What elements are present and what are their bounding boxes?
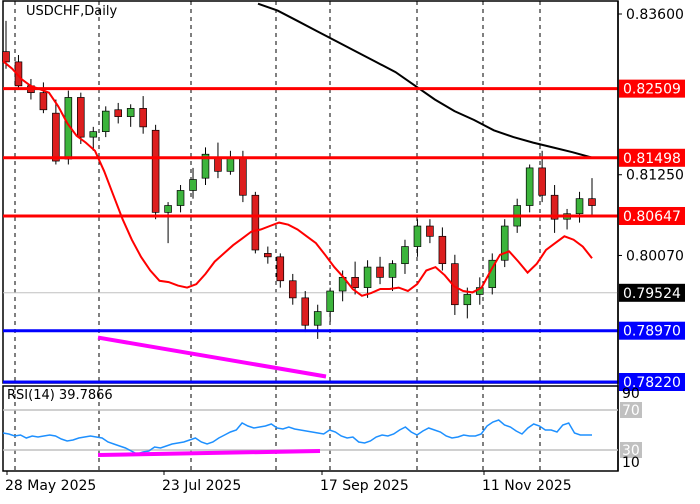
current-price-label: 0.79524	[623, 286, 681, 302]
candle	[476, 277, 484, 305]
candle	[313, 304, 322, 339]
resistance-price-label-bg	[619, 79, 685, 98]
candle	[89, 126, 98, 151]
rsi-indicator-label: RSI(14) 39.7866	[7, 388, 113, 403]
chart-title: USDCHF,Daily	[26, 4, 118, 19]
candle	[401, 239, 409, 274]
candle	[176, 185, 185, 213]
rsi-divergence-line[interactable]	[97, 449, 321, 457]
resistance-price-label: 0.82509	[623, 82, 681, 98]
rsi-level-label-bg	[620, 402, 642, 418]
rsi-axis-label: 70	[622, 403, 640, 419]
candle	[276, 253, 285, 288]
resistance-price-label-bg	[619, 206, 685, 225]
time-axis-label: 17 Sep 2025	[320, 478, 409, 494]
candle	[351, 261, 359, 295]
candle	[101, 106, 110, 138]
rsi-axis-label: 30	[622, 443, 640, 459]
slow-moving-average-line	[257, 2, 593, 159]
candle	[201, 147, 210, 186]
support-price-label-bg	[619, 373, 685, 391]
candle	[326, 287, 334, 322]
candle	[189, 167, 197, 199]
candle	[151, 124, 160, 220]
candle	[426, 219, 434, 244]
candle	[77, 92, 85, 144]
candle	[114, 102, 122, 124]
candle	[388, 260, 397, 292]
time-axis-label: 11 Nov 2025	[482, 478, 572, 494]
candle	[575, 191, 584, 223]
resistance-price-label: 0.80647	[623, 209, 681, 225]
price-axis-label: 0.83600	[626, 7, 684, 23]
candle	[52, 99, 60, 165]
candle	[301, 291, 310, 333]
fast-moving-average-line	[2, 60, 593, 297]
candle	[39, 82, 48, 114]
candle	[500, 219, 509, 268]
candle	[538, 150, 546, 203]
price-divergence-line[interactable]	[97, 335, 327, 379]
candle	[226, 150, 235, 175]
candle	[14, 55, 23, 90]
candle	[463, 287, 472, 319]
rsi-axis-label: 10	[622, 455, 640, 471]
candle	[376, 256, 384, 285]
time-axis-label: 28 May 2025	[5, 478, 96, 494]
candle	[214, 142, 222, 179]
candle	[126, 104, 135, 127]
rsi-line	[2, 419, 592, 455]
support-price-label: 0.78220	[623, 375, 681, 391]
rsi-axis-label: 90	[622, 386, 640, 402]
main-panel-frame	[2, 0, 619, 384]
support-price-label: 0.78970	[623, 324, 681, 340]
candle	[413, 219, 422, 257]
candle	[251, 191, 260, 254]
candle	[588, 178, 596, 216]
candle	[264, 246, 272, 264]
candle	[164, 202, 172, 244]
price-axis-label: 0.80070	[626, 248, 684, 264]
candle	[525, 164, 534, 213]
current-price-label-bg	[619, 283, 685, 302]
candle	[288, 273, 297, 305]
candle	[363, 260, 372, 298]
resistance-price-label-bg	[619, 148, 685, 167]
candle	[563, 208, 571, 230]
candle	[139, 96, 147, 134]
candle	[550, 185, 559, 233]
price-axis-label: 0.81250	[626, 168, 684, 184]
support-price-label-bg	[619, 321, 685, 340]
resistance-price-label: 0.81498	[623, 151, 681, 167]
time-axis-label: 23 Jul 2025	[162, 478, 241, 494]
candle	[2, 20, 10, 69]
rsi-level-label-bg	[620, 442, 642, 458]
candle	[438, 227, 447, 271]
